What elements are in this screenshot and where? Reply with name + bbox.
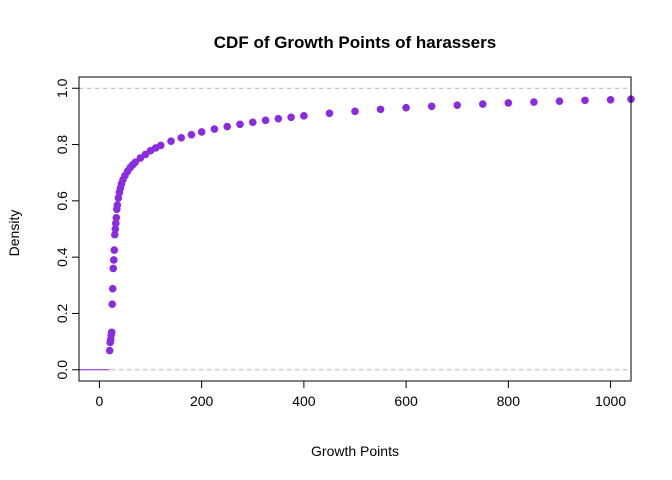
data-point bbox=[113, 201, 122, 209]
y-tick-label: 0.6 bbox=[54, 191, 70, 211]
data-point bbox=[530, 98, 538, 106]
data-point bbox=[108, 300, 117, 308]
data-point bbox=[351, 107, 359, 116]
data-point bbox=[167, 137, 175, 145]
data-point bbox=[111, 225, 120, 233]
data-point bbox=[223, 122, 232, 131]
x-axis-label: Growth Points bbox=[311, 443, 399, 459]
data-point bbox=[107, 328, 116, 337]
data-point bbox=[110, 246, 119, 254]
x-tick-label: 800 bbox=[497, 393, 521, 409]
data-point bbox=[109, 264, 118, 273]
data-point bbox=[187, 130, 196, 139]
data-point bbox=[504, 99, 513, 107]
data-point bbox=[210, 125, 219, 133]
reference-lines bbox=[79, 87, 631, 371]
data-point bbox=[261, 116, 270, 125]
data-point bbox=[156, 141, 165, 150]
data-point bbox=[300, 112, 308, 120]
plot-frame bbox=[78, 76, 632, 382]
chart-title: CDF of Growth Points of harassers bbox=[214, 33, 496, 52]
data-point bbox=[427, 102, 436, 111]
y-tick-label: 1.0 bbox=[54, 78, 70, 98]
y-tick-label: 0.4 bbox=[54, 247, 70, 267]
x-tick-label: 200 bbox=[190, 393, 214, 409]
y-tick-label: 0.8 bbox=[54, 135, 70, 155]
data-point bbox=[581, 96, 589, 105]
data-point bbox=[376, 105, 385, 114]
data-point bbox=[248, 118, 257, 127]
y-axis-label: Density bbox=[6, 210, 22, 257]
y-tick-label: 0.0 bbox=[54, 360, 70, 380]
x-tick-label: 1000 bbox=[595, 393, 626, 409]
data-point bbox=[177, 134, 186, 142]
y-axis: 0.0 0.2 0.4 0.6 0.8 1.0 bbox=[54, 78, 79, 379]
data-point bbox=[606, 96, 615, 104]
data-point bbox=[197, 128, 206, 136]
data-point bbox=[112, 213, 121, 222]
y-tick-label: 0.2 bbox=[54, 304, 70, 324]
x-tick-label: 600 bbox=[394, 393, 418, 409]
data-point bbox=[325, 109, 334, 118]
data-point bbox=[112, 219, 120, 228]
data-points bbox=[105, 95, 635, 355]
data-point bbox=[274, 114, 283, 123]
data-point bbox=[236, 120, 244, 129]
x-axis: 0 200 400 600 800 1000 bbox=[96, 381, 626, 409]
data-point bbox=[453, 101, 462, 109]
data-point bbox=[131, 158, 140, 167]
data-point bbox=[402, 103, 410, 112]
data-point bbox=[478, 100, 487, 108]
data-point bbox=[105, 346, 114, 355]
data-point bbox=[110, 230, 119, 239]
data-point bbox=[114, 194, 123, 202]
data-point bbox=[555, 97, 564, 106]
data-point bbox=[287, 113, 295, 122]
x-tick-label: 400 bbox=[292, 393, 316, 409]
x-tick-label: 0 bbox=[96, 393, 104, 409]
data-point bbox=[109, 256, 118, 264]
data-point bbox=[108, 284, 117, 293]
